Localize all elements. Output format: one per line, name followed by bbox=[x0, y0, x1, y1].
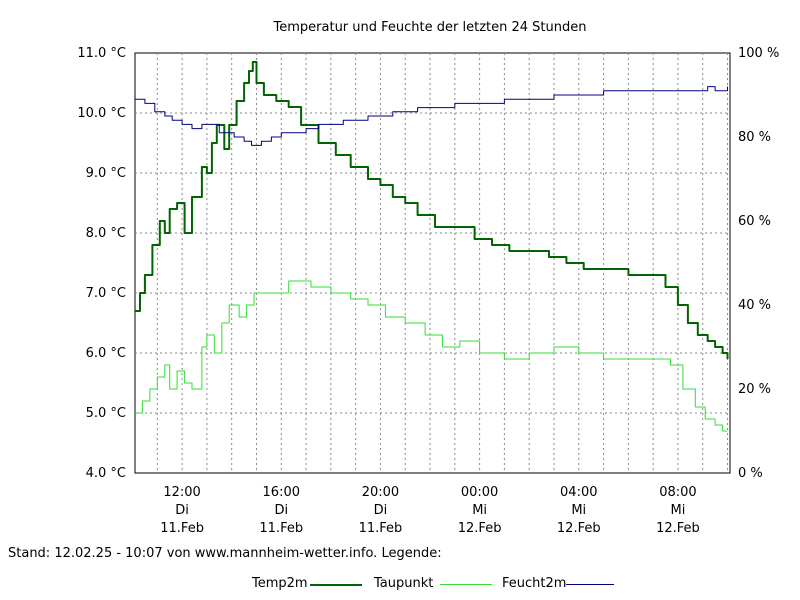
x-tick-day: Di bbox=[175, 503, 189, 518]
x-tick-day: Mi bbox=[472, 503, 487, 518]
x-tick-date: 11.Feb bbox=[160, 521, 204, 536]
y-right-tick-label: 20 % bbox=[738, 382, 771, 397]
chart-title: Temperatur und Feuchte der letzten 24 St… bbox=[273, 20, 587, 35]
legend-label-feucht2m: Feucht2m bbox=[502, 576, 567, 591]
series-line-taupunkt bbox=[135, 280, 728, 432]
y-left-tick-label: 5.0 °C bbox=[86, 406, 126, 421]
x-tick-time: 04:00 bbox=[560, 485, 597, 500]
legend-label-temp2m: Temp2m bbox=[252, 576, 308, 591]
x-tick-day: Di bbox=[374, 503, 388, 518]
legend-label-taupunkt: Taupunkt bbox=[374, 576, 434, 591]
x-tick-day: Mi bbox=[671, 503, 686, 518]
x-tick-time: 20:00 bbox=[362, 485, 399, 500]
x-tick-date: 12.Feb bbox=[656, 521, 700, 536]
y-right-tick-label: 100 % bbox=[738, 46, 779, 61]
legend-line-taupunkt bbox=[440, 584, 492, 585]
legend: Temp2m Taupunkt Feucht2m bbox=[0, 576, 800, 596]
y-left-tick-label: 9.0 °C bbox=[86, 166, 126, 181]
x-tick-date: 12.Feb bbox=[557, 521, 601, 536]
y-axis-left: 11.0 °C 10.0 °C 9.0 °C 8.0 °C 7.0 °C 6.0 °C 5.… bbox=[77, 46, 126, 481]
x-tick-time: 12:00 bbox=[163, 485, 200, 500]
x-tick-date: 12.Feb bbox=[458, 521, 502, 536]
y-left-tick-label: 6.0 °C bbox=[86, 346, 126, 361]
x-axis: 12:00 Di 11.Feb 16:00 Di 11.Feb 20:00 Di 11.Feb 0… bbox=[160, 485, 700, 536]
x-tick-time: 00:00 bbox=[461, 485, 498, 500]
grid bbox=[135, 53, 730, 473]
y-left-tick-label: 4.0 °C bbox=[86, 466, 126, 481]
y-right-tick-label: 40 % bbox=[738, 298, 771, 313]
y-left-tick-label: 10.0 °C bbox=[77, 106, 126, 121]
series-lines bbox=[135, 61, 729, 432]
plot-frame bbox=[134, 52, 731, 474]
y-left-tick-label: 11.0 °C bbox=[77, 46, 126, 61]
legend-line-feucht2m bbox=[566, 584, 614, 585]
y-right-tick-label: 0 % bbox=[738, 466, 763, 481]
y-right-tick-label: 80 % bbox=[738, 130, 771, 145]
footer-text: Stand: 12.02.25 - 10:07 von www.mannheim… bbox=[8, 546, 442, 561]
series-line-feucht2m bbox=[135, 86, 728, 146]
y-left-tick-label: 8.0 °C bbox=[86, 226, 126, 241]
x-tick-day: Mi bbox=[571, 503, 586, 518]
x-tick-date: 11.Feb bbox=[259, 521, 303, 536]
x-tick-time: 08:00 bbox=[659, 485, 696, 500]
x-tick-day: Di bbox=[274, 503, 288, 518]
x-tick-time: 16:00 bbox=[263, 485, 300, 500]
y-axis-right: 100 % 80 % 60 % 40 % 20 % 0 % bbox=[738, 46, 779, 481]
series-line-temp2m bbox=[135, 61, 729, 359]
y-right-tick-label: 60 % bbox=[738, 214, 771, 229]
y-left-tick-label: 7.0 °C bbox=[86, 286, 126, 301]
x-tick-date: 11.Feb bbox=[359, 521, 403, 536]
legend-line-temp2m bbox=[310, 584, 362, 586]
